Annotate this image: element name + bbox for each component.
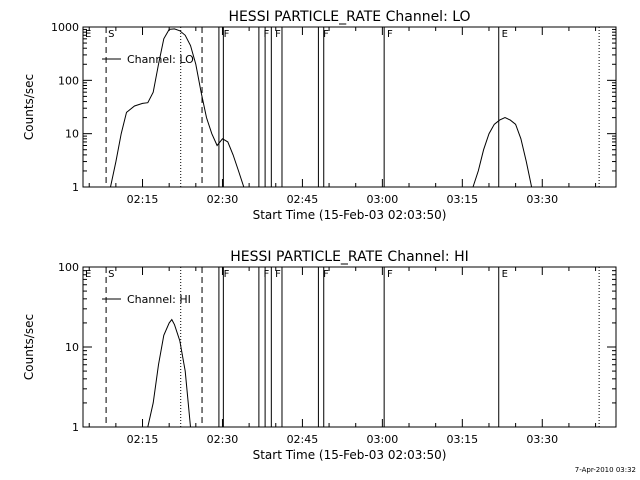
x-tick-label: 02:45 bbox=[287, 193, 319, 206]
x-axis-label: Start Time (15-Feb-03 02:03:50) bbox=[253, 448, 447, 462]
footer-timestamp: 7-Apr-2010 03:32 bbox=[575, 466, 636, 474]
y-tick-label: 10 bbox=[65, 341, 79, 354]
flag-label: F bbox=[323, 29, 329, 40]
plot-frame bbox=[82, 26, 617, 188]
flag-label: E bbox=[85, 269, 91, 280]
x-axis-label: Start Time (15-Feb-03 02:03:50) bbox=[253, 208, 447, 222]
y-tick-label: 1 bbox=[72, 181, 79, 194]
legend-label: Channel: LO bbox=[127, 53, 194, 66]
flag-label: S bbox=[108, 269, 114, 280]
y-tick-label: 100 bbox=[58, 261, 79, 274]
x-tick-label: 03:00 bbox=[367, 433, 399, 446]
y-axis-label: Counts/sec bbox=[22, 74, 36, 140]
x-tick-label: 03:15 bbox=[446, 433, 478, 446]
x-tick-label: 02:30 bbox=[207, 193, 239, 206]
flag-label: E bbox=[85, 29, 91, 40]
y-tick-label: 1 bbox=[72, 421, 79, 434]
y-tick-label: 10 bbox=[65, 128, 79, 141]
flag-label: F bbox=[275, 29, 281, 40]
flag-label: F bbox=[224, 269, 230, 280]
x-tick-label: 03:30 bbox=[526, 193, 558, 206]
flag-label: E bbox=[502, 269, 508, 280]
x-tick-label: 03:00 bbox=[367, 193, 399, 206]
chart-panel-0: HESSI PARTICLE_RATE Channel: LO Start Tim… bbox=[22, 9, 617, 222]
legend-label: Channel: HI bbox=[127, 293, 191, 306]
flag-label: S bbox=[108, 29, 114, 40]
flag-label: F bbox=[224, 29, 230, 40]
x-tick-label: 03:15 bbox=[446, 193, 478, 206]
flag-label: F bbox=[264, 269, 270, 280]
data-series-line bbox=[472, 117, 533, 187]
x-tick-label: 02:15 bbox=[127, 433, 159, 446]
y-tick-label: 100 bbox=[58, 74, 79, 87]
plot-frame bbox=[82, 266, 617, 428]
y-axis-label: Counts/sec bbox=[22, 314, 36, 380]
x-tick-label: 02:30 bbox=[207, 433, 239, 446]
x-tick-label: 03:30 bbox=[526, 433, 558, 446]
flag-label: F bbox=[387, 269, 393, 280]
x-tick-label: 02:45 bbox=[287, 433, 319, 446]
x-tick-label: 02:15 bbox=[127, 193, 159, 206]
chart-panel-1: HESSI PARTICLE_RATE Channel: HI Start Tim… bbox=[22, 249, 617, 462]
flag-label: F bbox=[387, 29, 393, 40]
flag-label: E bbox=[502, 29, 508, 40]
data-series-line bbox=[147, 318, 191, 427]
flag-label: F bbox=[275, 269, 281, 280]
flag-label: F bbox=[323, 269, 329, 280]
flag-label: F bbox=[264, 29, 270, 40]
chart-title: HESSI PARTICLE_RATE Channel: HI bbox=[230, 249, 468, 265]
y-tick-label: 1000 bbox=[51, 21, 79, 34]
chart-title: HESSI PARTICLE_RATE Channel: LO bbox=[228, 9, 470, 25]
data-series-line bbox=[110, 28, 245, 187]
